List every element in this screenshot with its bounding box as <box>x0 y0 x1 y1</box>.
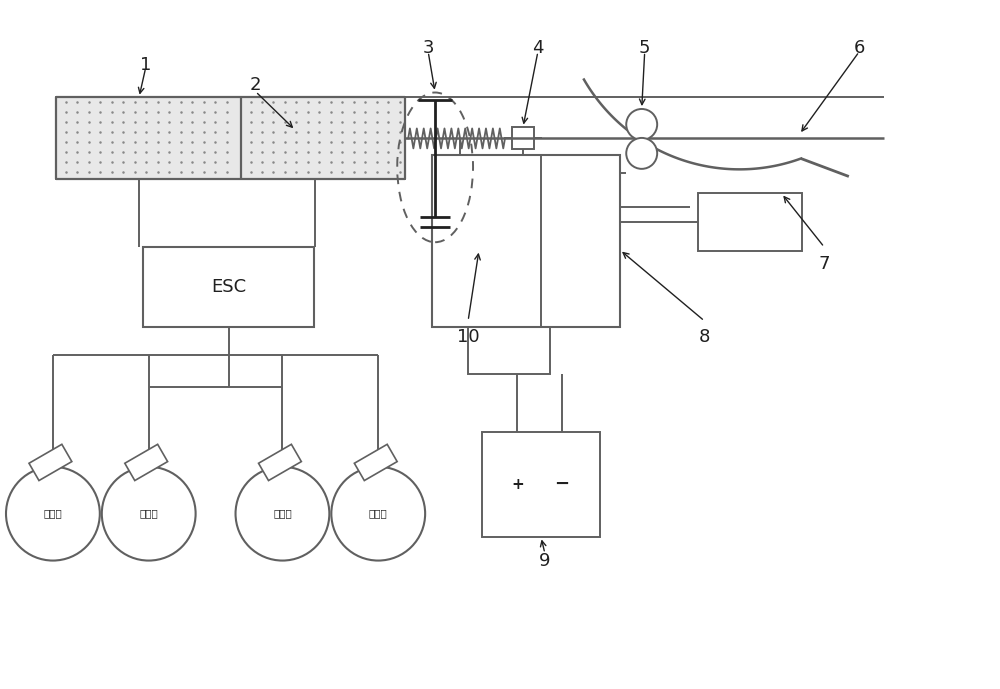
Bar <box>432 156 620 327</box>
Text: 2: 2 <box>250 76 261 94</box>
Text: 4: 4 <box>532 39 544 56</box>
Circle shape <box>236 466 329 561</box>
Text: 1: 1 <box>140 56 151 74</box>
Text: 制动器: 制动器 <box>273 508 292 519</box>
Circle shape <box>102 466 196 561</box>
Text: ESC: ESC <box>211 278 246 296</box>
Text: 制动器: 制动器 <box>369 508 388 519</box>
Bar <box>468 327 550 374</box>
Text: 制动器: 制动器 <box>139 508 158 519</box>
Text: 7: 7 <box>819 255 830 273</box>
Bar <box>512 127 534 150</box>
Bar <box>482 432 600 537</box>
Circle shape <box>331 466 425 561</box>
Bar <box>259 444 301 480</box>
Bar <box>56 98 241 179</box>
Text: 3: 3 <box>422 39 434 56</box>
Text: −: − <box>555 475 570 493</box>
Text: 6: 6 <box>854 39 865 56</box>
Text: 5: 5 <box>639 39 650 56</box>
Text: 8: 8 <box>699 328 710 346</box>
Text: 10: 10 <box>457 328 479 346</box>
Circle shape <box>6 466 100 561</box>
Bar <box>698 194 802 251</box>
Bar <box>143 247 314 327</box>
Bar <box>125 444 168 480</box>
Bar <box>241 98 405 179</box>
Text: +: + <box>511 477 524 492</box>
Circle shape <box>626 109 657 140</box>
Text: 制动器: 制动器 <box>44 508 62 519</box>
Bar <box>354 444 397 480</box>
Bar <box>29 444 72 480</box>
Circle shape <box>626 138 657 169</box>
Text: 9: 9 <box>539 552 551 570</box>
